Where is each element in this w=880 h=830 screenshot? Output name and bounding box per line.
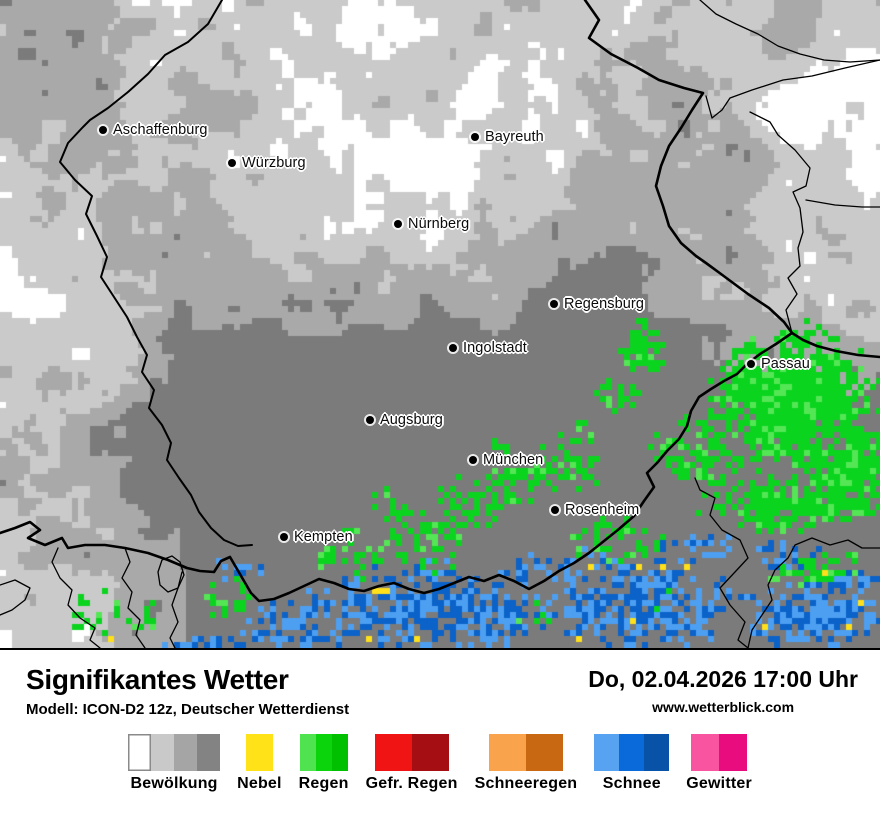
city-marker: Augsburg xyxy=(366,412,443,428)
legend-item: Schneeregen xyxy=(475,734,578,793)
legend-swatches xyxy=(245,734,273,771)
city-label: Augsburg xyxy=(380,412,443,428)
legend-swatch xyxy=(374,734,412,771)
legend-item: Schnee xyxy=(594,734,670,793)
legend-swatch xyxy=(719,734,748,771)
legend-swatches xyxy=(299,734,348,771)
city-marker: Würzburg xyxy=(228,155,306,171)
legend-swatch xyxy=(245,734,273,771)
city-dot-icon xyxy=(99,126,107,134)
legend-swatch xyxy=(128,734,152,771)
legend-swatches xyxy=(488,734,563,771)
city-label: Bayreuth xyxy=(485,129,544,145)
city-marker: Ingolstadt xyxy=(449,340,527,356)
legend-swatches xyxy=(374,734,449,771)
city-label: Würzburg xyxy=(242,155,306,171)
city-dot-icon xyxy=(551,506,559,514)
legend-swatch xyxy=(594,734,620,771)
legend-swatch xyxy=(197,734,221,771)
legend-label: Gewitter xyxy=(686,775,752,792)
city-label: Rosenheim xyxy=(565,502,640,518)
legend-item: Gewitter xyxy=(686,734,752,793)
city-dot-icon xyxy=(449,344,457,352)
model-info: Modell: ICON-D2 12z, Deutscher Wetterdie… xyxy=(26,701,350,718)
city-marker: München xyxy=(469,452,543,468)
legend-swatch xyxy=(644,734,670,771)
legend-swatch xyxy=(174,734,198,771)
city-dot-icon xyxy=(280,533,288,541)
city-dot-icon xyxy=(550,300,558,308)
legend-swatch xyxy=(331,734,348,771)
city-label: München xyxy=(483,452,544,468)
weather-raster-canvas xyxy=(0,0,880,648)
city-label: Ingolstadt xyxy=(463,340,527,356)
legend-swatch xyxy=(525,734,563,771)
city-label: Nürnberg xyxy=(408,216,470,232)
legend-swatch xyxy=(619,734,645,771)
city-dot-icon xyxy=(471,133,479,141)
city-marker: Regensburg xyxy=(550,296,644,312)
page-title: Signifikantes Wetter xyxy=(26,664,289,695)
city-label: Aschaffenburg xyxy=(113,122,208,138)
legend-item: Gefr. Regen xyxy=(366,734,458,793)
weather-map: Aschaffenburg Würzburg Bayreuth Nürnberg Reg… xyxy=(0,0,880,650)
legend-swatches xyxy=(128,734,221,771)
city-dot-icon xyxy=(394,220,402,228)
legend-item: Bewölkung xyxy=(128,734,221,793)
legend-swatch xyxy=(151,734,175,771)
city-marker: Passau xyxy=(747,356,810,372)
legend-swatch xyxy=(315,734,332,771)
legend-label: Gefr. Regen xyxy=(365,775,458,792)
city-dot-icon xyxy=(747,360,755,368)
valid-datetime: Do, 02.04.2026 17:00 Uhr xyxy=(588,666,858,692)
legend-label: Schneeregen xyxy=(474,775,578,792)
city-marker: Nürnberg xyxy=(394,216,469,232)
legend-label: Regen xyxy=(298,775,349,792)
city-marker: Rosenheim xyxy=(551,502,639,518)
city-dot-icon xyxy=(469,456,477,464)
city-dot-icon xyxy=(228,159,236,167)
legend-swatch xyxy=(299,734,316,771)
city-dot-icon xyxy=(366,416,374,424)
legend-swatches xyxy=(594,734,670,771)
map-footer: Signifikantes Wetter Modell: ICON-D2 12z… xyxy=(0,650,880,830)
legend: Bewölkung Nebel Regen Gefr. Regen Schneerege… xyxy=(0,734,880,793)
legend-item: Nebel xyxy=(237,734,282,793)
legend-label: Schnee xyxy=(602,775,661,792)
legend-swatch xyxy=(488,734,526,771)
legend-swatches xyxy=(691,734,748,771)
legend-label: Bewölkung xyxy=(130,775,218,792)
city-label: Passau xyxy=(761,356,810,372)
city-marker: Aschaffenburg xyxy=(99,122,208,138)
city-label: Kempten xyxy=(294,529,353,545)
legend-item: Regen xyxy=(299,734,349,793)
legend-swatch xyxy=(411,734,449,771)
city-marker: Kempten xyxy=(280,529,353,545)
website-url: www.wetterblick.com xyxy=(652,699,795,715)
city-marker: Bayreuth xyxy=(471,129,544,145)
city-label: Regensburg xyxy=(564,296,644,312)
legend-swatch xyxy=(691,734,720,771)
legend-label: Nebel xyxy=(237,775,282,792)
